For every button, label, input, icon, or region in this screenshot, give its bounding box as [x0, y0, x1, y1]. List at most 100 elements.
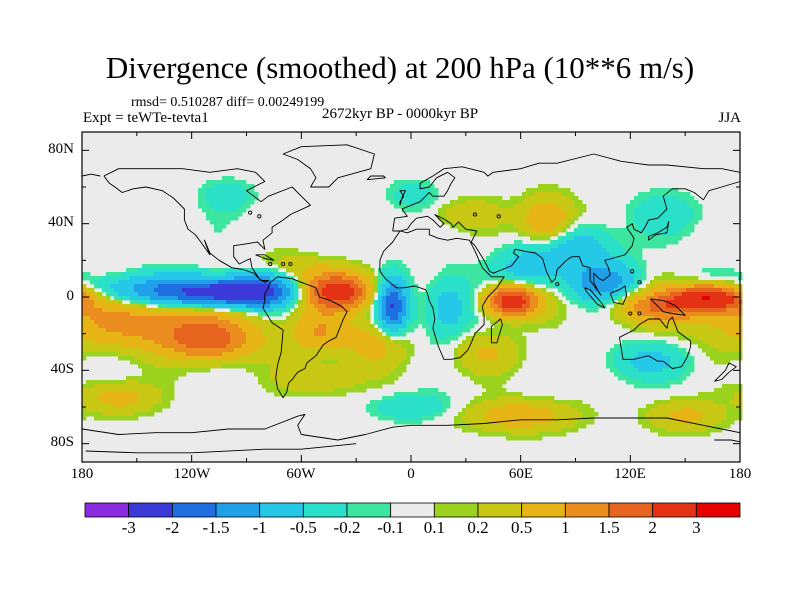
field-cell [558, 216, 563, 221]
field-cell [306, 256, 311, 261]
field-cell [270, 300, 275, 305]
field-cell [442, 208, 447, 213]
field-cell [318, 372, 323, 377]
field-cell [342, 256, 347, 261]
field-cell [302, 328, 307, 333]
field-cell [122, 288, 127, 293]
field-cell [206, 332, 211, 337]
field-cell [102, 284, 107, 289]
field-cell [534, 324, 539, 329]
field-cell [470, 296, 475, 301]
field-cell [222, 344, 227, 349]
field-cell [470, 312, 475, 317]
field-cell [466, 304, 471, 309]
field-cell [478, 352, 483, 357]
field-cell [258, 284, 263, 289]
field-cell [666, 296, 671, 301]
field-cell [422, 184, 427, 189]
field-cell [134, 376, 139, 381]
field-cell [138, 364, 143, 369]
field-cell [242, 348, 247, 353]
field-cell [666, 372, 671, 377]
field-cell [254, 316, 259, 321]
field-cell [498, 248, 503, 253]
field-cell [586, 244, 591, 249]
field-cell [226, 336, 231, 341]
field-cell [630, 232, 635, 237]
field-cell [194, 320, 199, 325]
field-cell [662, 352, 667, 357]
field-cell [350, 260, 355, 265]
field-cell [370, 340, 375, 345]
field-cell [242, 284, 247, 289]
field-cell [198, 308, 203, 313]
field-cell [190, 360, 195, 365]
field-cell [102, 304, 107, 309]
field-cell [222, 204, 227, 209]
field-cell [382, 340, 387, 345]
field-cell [482, 348, 487, 353]
field-cell [402, 180, 407, 185]
field-cell [686, 368, 691, 373]
field-cell [458, 208, 463, 213]
field-cell [542, 280, 547, 285]
field-cell [418, 208, 423, 213]
field-cell [290, 320, 295, 325]
field-cell [114, 312, 119, 317]
field-cell [222, 300, 227, 305]
field-cell [570, 272, 575, 277]
field-cell [518, 276, 523, 281]
field-cell [106, 336, 111, 341]
field-cell [610, 284, 615, 289]
field-cell [554, 296, 559, 301]
field-cell [674, 320, 679, 325]
field-cell [666, 204, 671, 209]
field-cell [634, 356, 639, 361]
field-cell [386, 268, 391, 273]
field-cell [118, 308, 123, 313]
field-cell [450, 280, 455, 285]
field-cell [586, 304, 591, 309]
field-cell [690, 276, 695, 281]
field-cell [382, 352, 387, 357]
field-cell [226, 180, 231, 185]
field-cell [162, 312, 167, 317]
field-cell [182, 316, 187, 321]
field-cell [630, 376, 635, 381]
field-cell [354, 344, 359, 349]
field-cell [478, 336, 483, 341]
field-cell [474, 208, 479, 213]
field-cell [434, 288, 439, 293]
field-cell [266, 368, 271, 373]
field-cell [690, 364, 695, 369]
field-cell [366, 296, 371, 301]
field-cell [662, 372, 667, 377]
field-cell [422, 296, 427, 301]
field-cell [586, 224, 591, 229]
field-cell [490, 208, 495, 213]
field-cell [238, 348, 243, 353]
field-cell [438, 316, 443, 321]
field-cell [254, 372, 259, 377]
field-cell [138, 376, 143, 381]
field-cell [570, 232, 575, 237]
field-cell [514, 224, 519, 229]
field-cell [670, 344, 675, 349]
field-cell [422, 304, 427, 309]
field-cell [614, 232, 619, 237]
field-cell [478, 220, 483, 225]
field-cell [202, 316, 207, 321]
field-cell [718, 320, 723, 325]
field-cell [362, 268, 367, 273]
field-cell [238, 308, 243, 313]
field-cell [314, 272, 319, 277]
field-cell [126, 316, 131, 321]
field-cell [354, 308, 359, 313]
field-cell [326, 256, 331, 261]
field-cell [266, 288, 271, 293]
field-cell [470, 320, 475, 325]
field-cell [186, 272, 191, 277]
field-cell [390, 276, 395, 281]
field-cell [586, 272, 591, 277]
field-cell [194, 344, 199, 349]
